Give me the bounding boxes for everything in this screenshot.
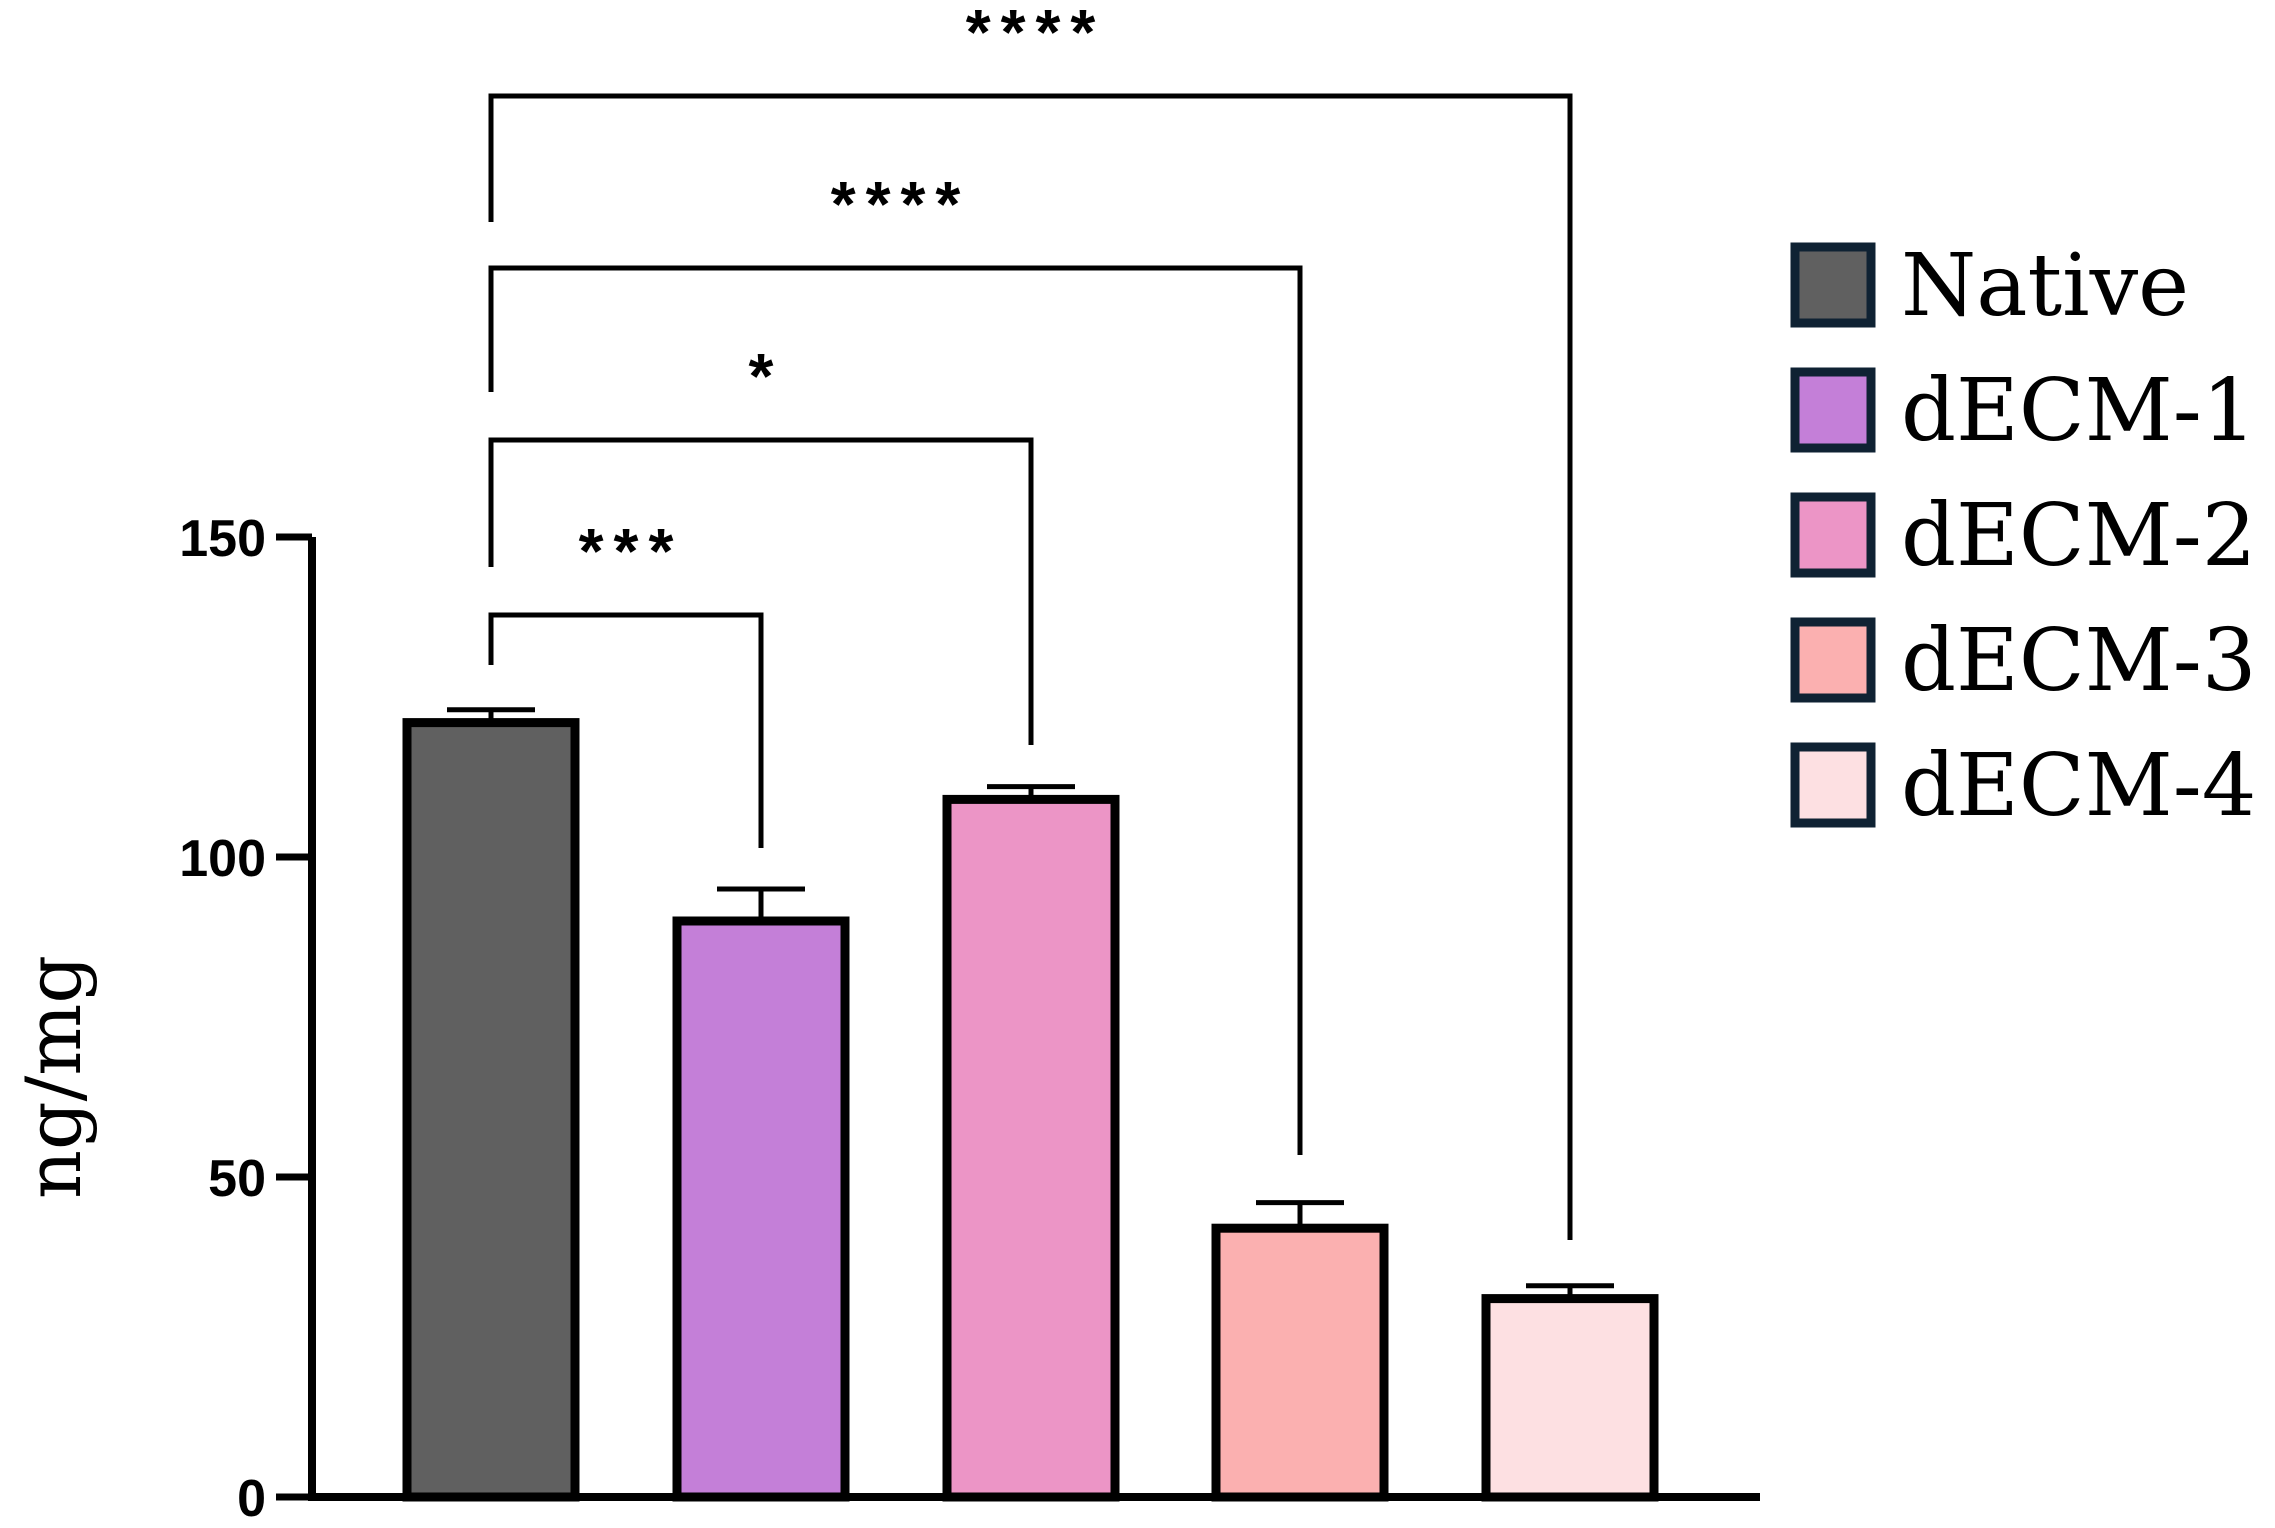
significance-label: *	[749, 340, 784, 412]
legend: Native dECM-1 dECM-2 dECM-3 dECM-4	[1790, 236, 2256, 836]
significance-bracket	[488, 437, 1034, 745]
bar-decm-4	[1481, 1294, 1659, 1502]
bar-decm-1	[672, 916, 850, 1502]
significance-brackets: ************	[488, 0, 1573, 1240]
significance-label: ***	[579, 515, 684, 587]
legend-swatch	[1790, 617, 1876, 703]
bar-decm-3	[1211, 1223, 1389, 1502]
bar-decm-2	[942, 794, 1120, 1502]
significance-bracket	[488, 265, 1303, 1155]
significance-bracket	[488, 93, 1573, 1240]
legend-label: Native	[1901, 236, 2189, 336]
bars	[402, 707, 1659, 1502]
significance-label: ****	[831, 168, 971, 240]
legend-label: dECM-2	[1901, 486, 2256, 586]
significance-bracket	[488, 612, 764, 848]
legend-swatch	[1790, 742, 1876, 828]
y-tick-label: 150	[179, 510, 266, 568]
legend-swatch	[1790, 242, 1876, 328]
legend-label: dECM-3	[1901, 611, 2256, 711]
legend-swatch	[1790, 367, 1876, 453]
y-tick-label: 0	[237, 1470, 266, 1528]
bar-native	[402, 718, 580, 1502]
legend-label: dECM-1	[1901, 361, 2256, 461]
significance-label: ****	[966, 0, 1106, 68]
legend-swatch	[1790, 492, 1876, 578]
legend-label: dECM-4	[1901, 736, 2256, 836]
y-axis-label: ng/mg	[9, 955, 98, 1199]
y-tick-label: 50	[208, 1150, 266, 1208]
y-tick-label: 100	[179, 830, 266, 888]
